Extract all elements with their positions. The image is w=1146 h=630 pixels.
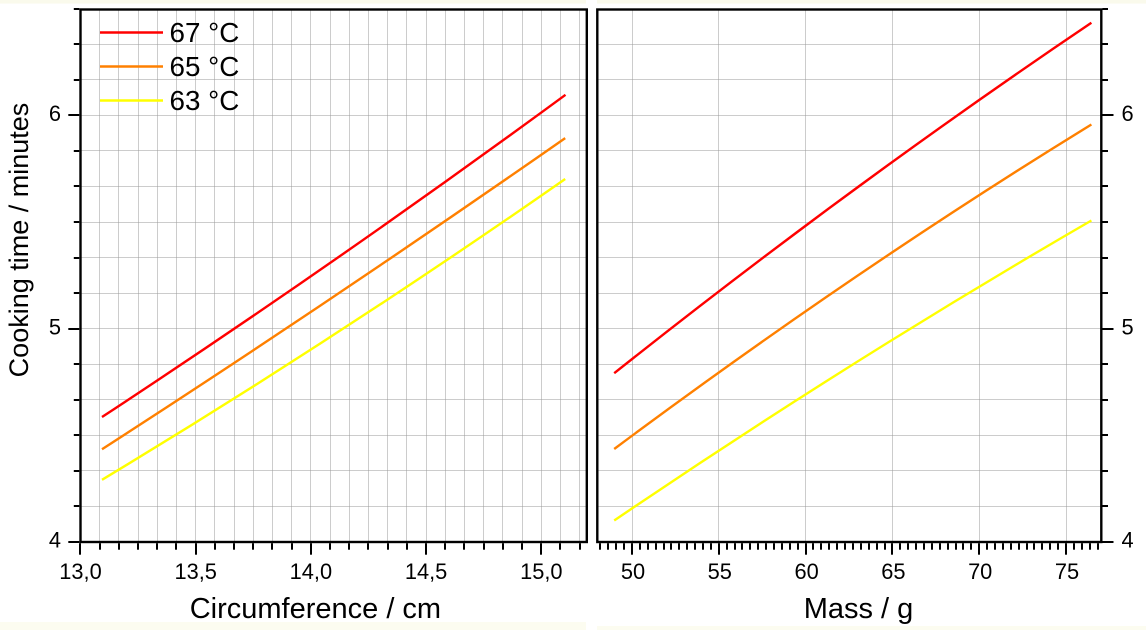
svg-text:4: 4 [49,528,61,553]
svg-text:75: 75 [1055,559,1079,584]
svg-text:63 °C: 63 °C [170,85,240,116]
svg-text:14,5: 14,5 [405,559,447,584]
svg-text:Circumference / cm: Circumference / cm [190,593,441,625]
svg-text:Mass / g: Mass / g [804,593,914,625]
svg-text:4: 4 [1122,528,1134,553]
svg-text:13,0: 13,0 [59,559,101,584]
svg-text:6: 6 [49,101,61,126]
svg-text:67 °C: 67 °C [170,17,240,48]
svg-text:65: 65 [881,559,905,584]
svg-text:60: 60 [794,559,818,584]
svg-text:5: 5 [49,314,61,339]
svg-text:55: 55 [708,559,732,584]
svg-text:5: 5 [1122,314,1134,339]
svg-text:13,5: 13,5 [174,559,216,584]
svg-text:14,0: 14,0 [290,559,332,584]
svg-text:70: 70 [968,559,992,584]
svg-text:15,0: 15,0 [520,559,562,584]
svg-text:6: 6 [1122,101,1134,126]
svg-text:65 °C: 65 °C [170,51,240,82]
svg-text:50: 50 [621,559,645,584]
svg-text:Cooking time / minutes: Cooking time / minutes [4,103,34,378]
